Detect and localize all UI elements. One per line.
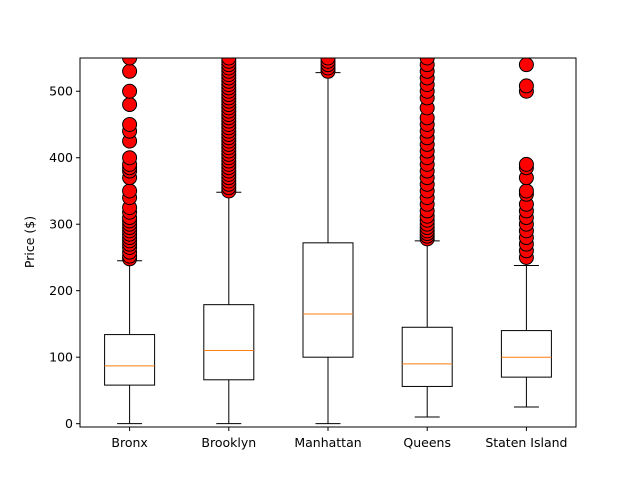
x-axis: Bronx Brooklyn Manhattan Queens Staten Islan… [111,427,567,450]
outlier-point [419,58,435,66]
iqr-box [203,304,255,381]
iqr-box [104,334,156,386]
y-tick-label: 200 [49,283,73,298]
iqr-box [401,326,453,387]
iqr-box [302,242,354,358]
outlier-point [518,58,534,73]
outlier-point [122,116,138,132]
outlier-point [122,63,138,79]
y-tick-label: 500 [49,84,73,99]
outlier-point [518,183,534,199]
outlier-point [122,58,138,66]
y-axis-label: Price ($) [22,216,37,268]
outlier-point [518,78,534,94]
outlier-point [518,156,534,172]
x-tick-label: Bronx [111,435,147,450]
y-tick-label: 100 [49,350,73,365]
plot-area [104,58,552,425]
iqr-box [500,330,552,378]
box-group [302,58,354,425]
box-group [500,58,552,408]
box-group [401,58,453,418]
x-tick-label: Manhattan [294,435,361,450]
outlier-point [122,83,138,99]
outlier-point [320,58,336,66]
y-tick-label: 0 [65,416,73,431]
outlier-point [122,150,138,166]
outlier-point [122,97,138,113]
x-tick-label: Queens [403,435,451,450]
box-group [203,58,255,425]
x-tick-label: Brooklyn [201,435,256,450]
y-tick-label: 400 [49,150,73,165]
y-axis: 0 100 200 300 400 500 [49,84,80,431]
box-group [104,58,156,425]
outlier-point [221,58,237,66]
outlier-point [122,183,138,199]
x-tick-label: Staten Island [485,435,567,450]
y-tick-label: 300 [49,217,73,232]
